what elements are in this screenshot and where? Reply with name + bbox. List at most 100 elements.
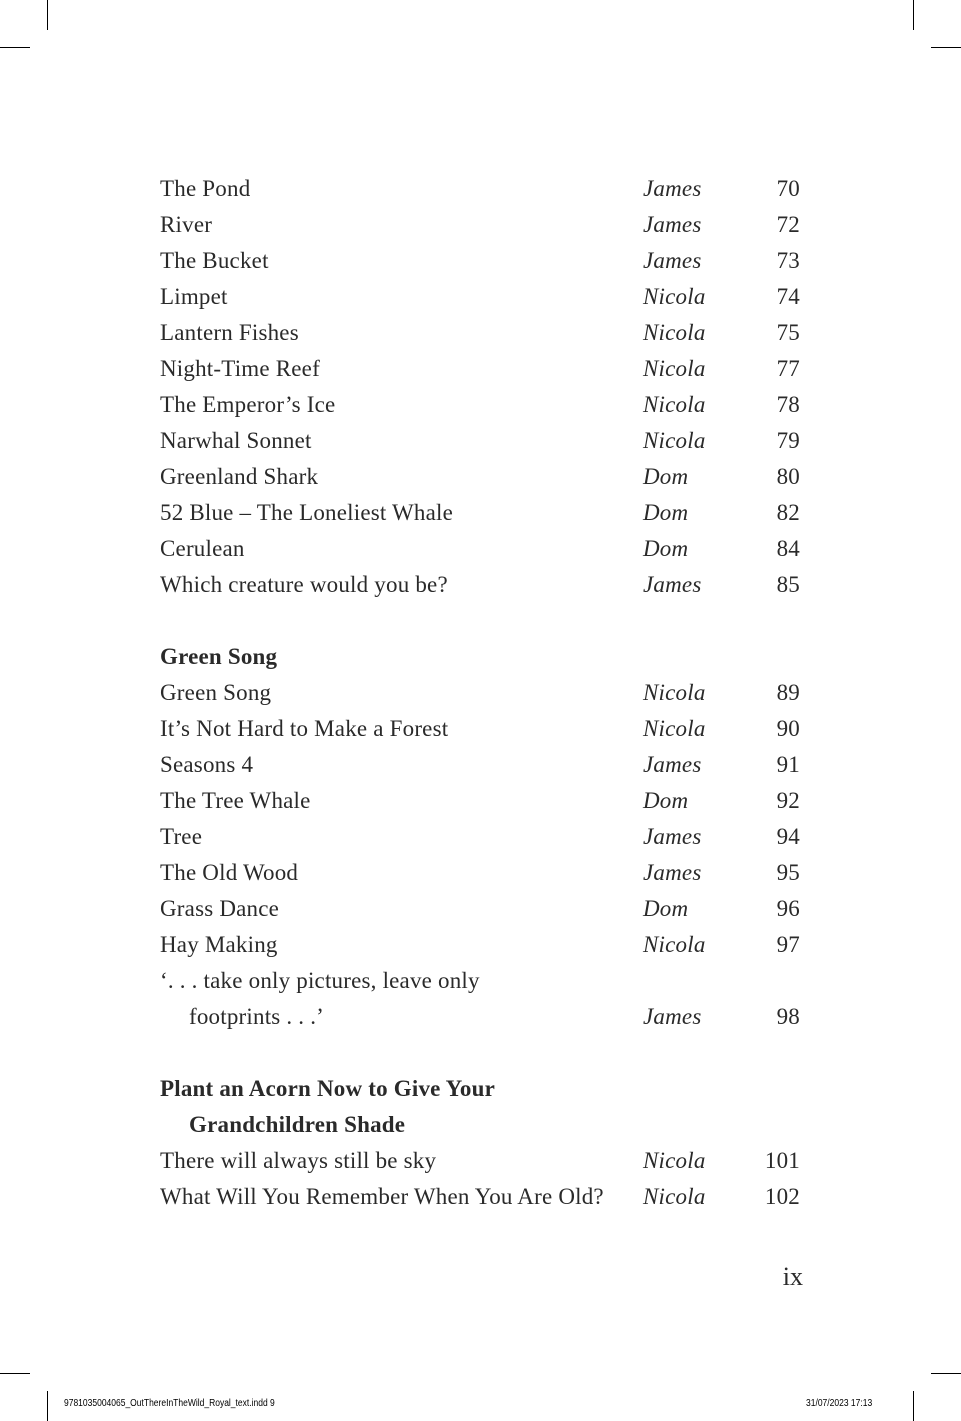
crop-mark (913, 0, 914, 30)
entry-author: James (643, 824, 702, 849)
entry-page: 98 (776, 1004, 800, 1029)
entry-page: 72 (776, 212, 800, 237)
entry-title: Limpet (160, 284, 228, 309)
entry-page: 97 (776, 932, 800, 957)
entry-title: footprints . . .’ (189, 1004, 324, 1029)
entry-title: Green Song (160, 680, 272, 705)
entry-title: It’s Not Hard to Make a Forest (160, 716, 449, 741)
entry-author: Nicola (643, 1184, 706, 1209)
page-number: ix (782, 1262, 803, 1291)
toc-entry: footprints . . .’ James 98 (160, 999, 800, 1035)
toc-entry: Cerulean Dom 84 (160, 531, 800, 567)
section-heading: Green Song (160, 639, 800, 675)
entry-page: 80 (776, 464, 800, 489)
spacer (160, 603, 800, 639)
crop-mark (913, 1391, 914, 1421)
section-heading-text: Grandchildren Shade (189, 1112, 406, 1137)
entry-title: Night-Time Reef (160, 356, 320, 381)
crop-mark (47, 0, 48, 30)
crop-mark (931, 47, 961, 48)
entry-title: 52 Blue – The Loneliest Whale (160, 500, 454, 525)
crop-mark (0, 1373, 30, 1374)
entry-page: 70 (776, 176, 800, 201)
toc-entry: Which creature would you be? James 85 (160, 567, 800, 603)
entry-title: The Pond (160, 176, 251, 201)
toc-entry: Night-Time Reef Nicola 77 (160, 351, 800, 387)
slug-datetime: 31/07/2023 17:13 (806, 1398, 873, 1409)
entry-author: Nicola (643, 284, 706, 309)
entry-page: 90 (776, 716, 800, 741)
toc-entry: Greenland Shark Dom 80 (160, 459, 800, 495)
entry-title: The Emperor’s Ice (160, 392, 336, 417)
entry-author: Dom (643, 896, 689, 921)
toc-entry: The Tree Whale Dom 92 (160, 783, 800, 819)
entry-title: Cerulean (160, 536, 245, 561)
entry-title: River (160, 212, 213, 237)
entry-author: Nicola (643, 320, 706, 345)
entry-page: 73 (776, 248, 800, 273)
entry-title: Greenland Shark (160, 464, 319, 489)
toc-entry: The Emperor’s Ice Nicola 78 (160, 387, 800, 423)
entry-author: James (643, 212, 702, 237)
toc-entry: Hay Making Nicola 97 (160, 927, 800, 963)
spacer (160, 1035, 800, 1071)
entry-page: 101 (764, 1148, 800, 1173)
toc-entry: Limpet Nicola 74 (160, 279, 800, 315)
toc-entry: Lantern Fishes Nicola 75 (160, 315, 800, 351)
entry-title: Seasons 4 (160, 752, 254, 777)
section-heading-text: Plant an Acorn Now to Give Your (160, 1076, 496, 1101)
crop-mark (47, 1391, 48, 1421)
entry-author: Dom (643, 500, 689, 525)
entry-author: Nicola (643, 392, 706, 417)
entry-author: Nicola (643, 716, 706, 741)
entry-page: 79 (776, 428, 800, 453)
toc-entry: Green Song Nicola 89 (160, 675, 800, 711)
entry-author: James (643, 572, 702, 597)
entry-page: 91 (776, 752, 800, 777)
entry-author: Nicola (643, 1148, 706, 1173)
toc-entry: The Old Wood James 95 (160, 855, 800, 891)
entry-author: Nicola (643, 680, 706, 705)
entry-page: 77 (776, 356, 800, 381)
entry-page: 82 (776, 500, 800, 525)
entry-author: James (643, 860, 702, 885)
crop-mark (0, 47, 30, 48)
entry-title: Hay Making (160, 932, 278, 957)
entry-title: The Tree Whale (160, 788, 311, 813)
entry-page: 84 (776, 536, 800, 561)
section-heading-text: Green Song (160, 644, 278, 669)
entry-author: Dom (643, 536, 689, 561)
toc-entry: The Pond James 70 (160, 171, 800, 207)
entry-author: James (643, 752, 702, 777)
entry-page: 74 (776, 284, 800, 309)
entry-title: Tree (160, 824, 203, 849)
entry-title: There will always still be sky (160, 1148, 437, 1173)
section-heading: Plant an Acorn Now to Give Your (160, 1071, 800, 1107)
entry-author: Dom (643, 788, 689, 813)
toc-entry: Grass Dance Dom 96 (160, 891, 800, 927)
toc-entry: ‘. . . take only pictures, leave only (160, 963, 800, 999)
entry-page: 85 (776, 572, 800, 597)
entry-page: 94 (776, 824, 800, 849)
entry-title: The Bucket (160, 248, 269, 273)
toc-entry: There will always still be sky Nicola 101 (160, 1143, 800, 1179)
entry-page: 89 (776, 680, 800, 705)
toc-entry: Tree James 94 (160, 819, 800, 855)
slug-filename: 9781035004065_OutThereInTheWild_Royal_te… (64, 1398, 275, 1409)
crop-mark (931, 1373, 961, 1374)
entry-title: Narwhal Sonnet (160, 428, 312, 453)
toc-entry: River James 72 (160, 207, 800, 243)
entry-author: Dom (643, 464, 689, 489)
entry-page: 92 (776, 788, 800, 813)
entry-author: Nicola (643, 932, 706, 957)
toc-entry: The Bucket James 73 (160, 243, 800, 279)
toc-entry: It’s Not Hard to Make a Forest Nicola 90 (160, 711, 800, 747)
entry-page: 95 (776, 860, 800, 885)
entry-title: What Will You Remember When You Are Old? (160, 1184, 604, 1209)
entry-title: Which creature would you be? (160, 572, 448, 597)
entry-author: James (643, 176, 702, 201)
toc-entry: Narwhal Sonnet Nicola 79 (160, 423, 800, 459)
entry-title: The Old Wood (160, 860, 299, 885)
entry-title: Grass Dance (160, 896, 280, 921)
entry-title: Lantern Fishes (160, 320, 299, 345)
